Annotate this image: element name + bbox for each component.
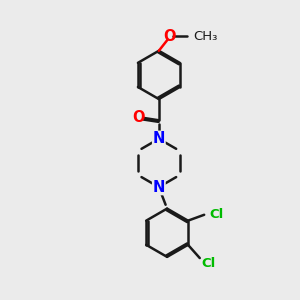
Text: N: N [153,131,165,146]
Text: CH₃: CH₃ [194,30,218,43]
Text: Cl: Cl [209,208,224,221]
Text: N: N [153,180,165,195]
Text: O: O [132,110,145,125]
Text: O: O [163,28,175,44]
Text: Cl: Cl [201,257,215,270]
